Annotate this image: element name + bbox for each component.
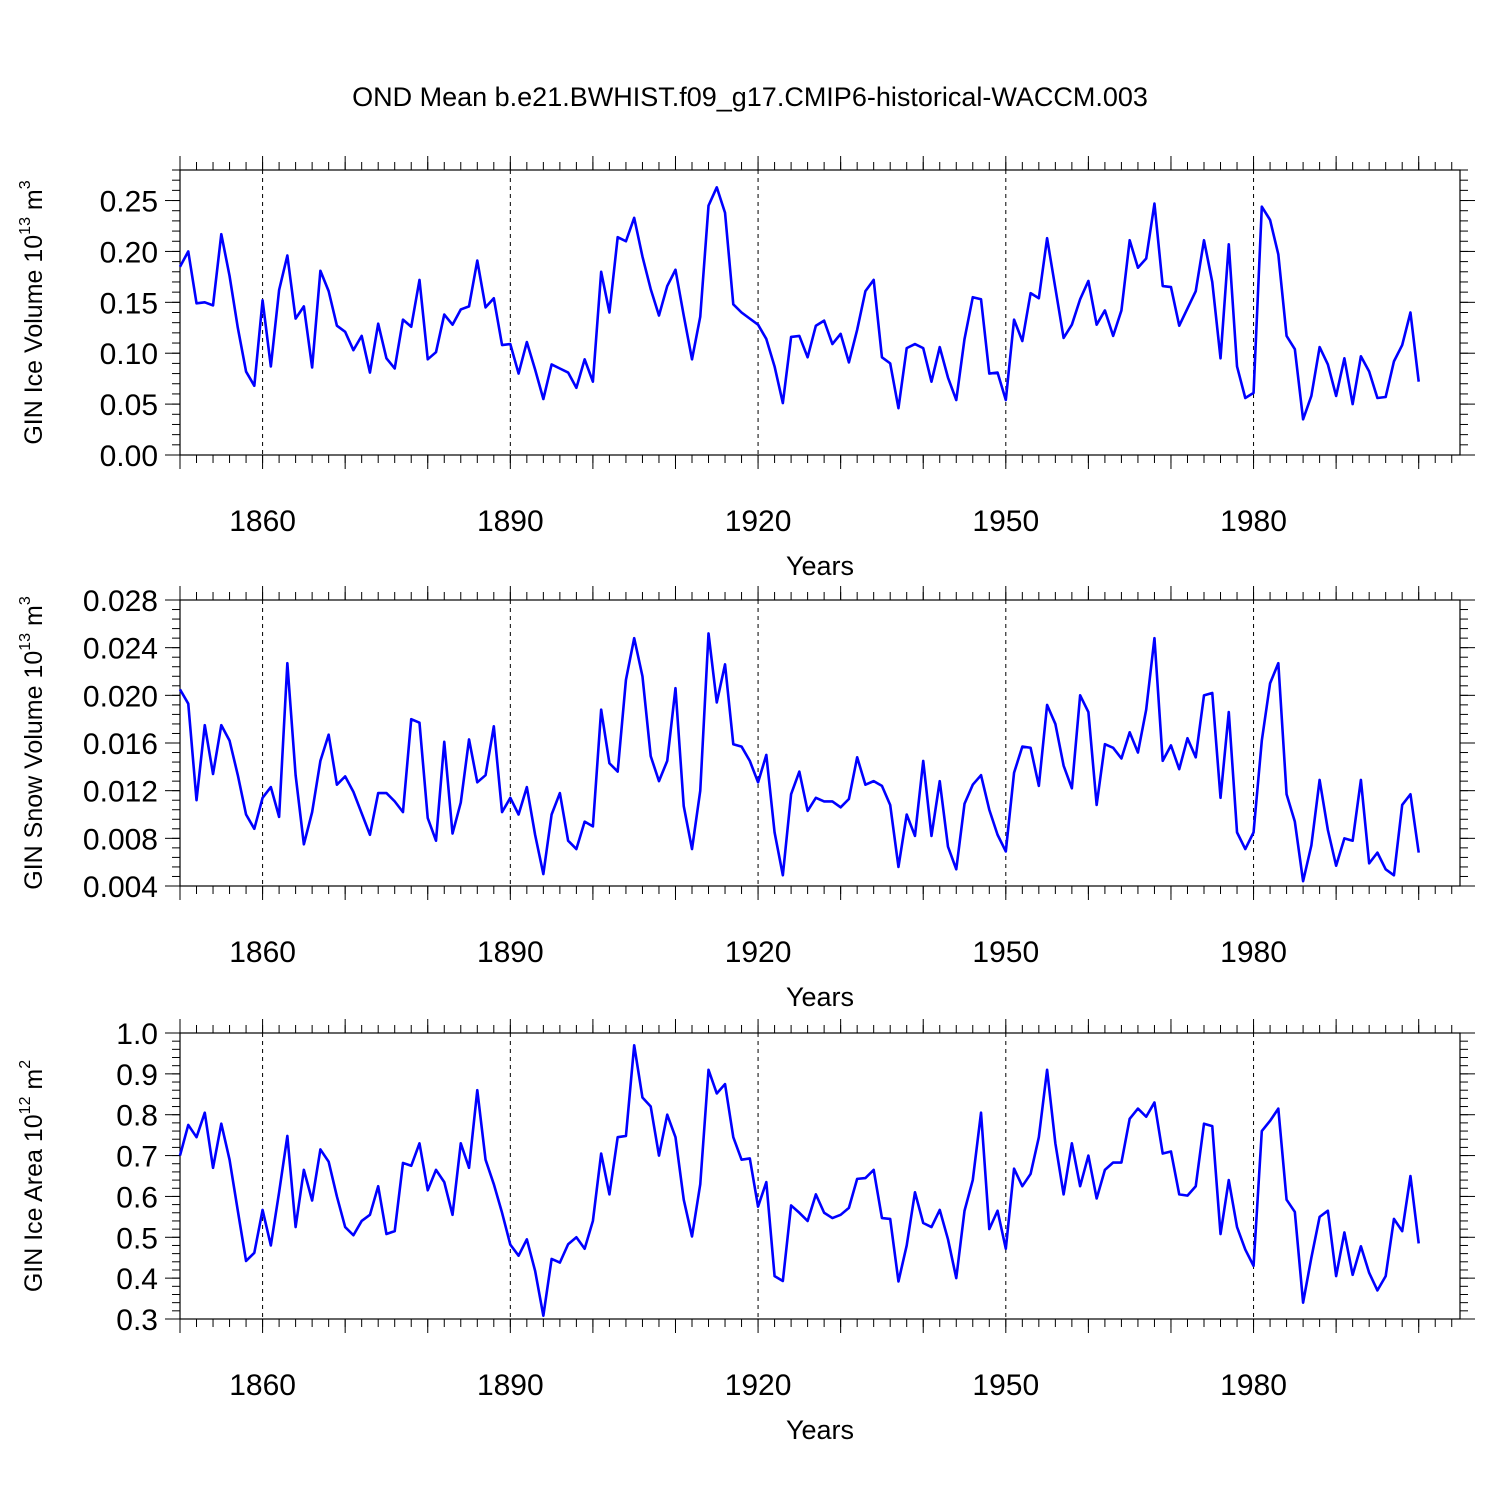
y-axis-label-text: GIN Ice Volume 10 bbox=[20, 235, 48, 445]
y-tick-label: 0.4 bbox=[116, 1263, 158, 1296]
y-axis-label-superscript: 3 bbox=[17, 596, 34, 605]
y-tick-label: 0.3 bbox=[116, 1304, 158, 1337]
x-axis-label: Years bbox=[786, 1415, 854, 1445]
y-axis-label-superscript: 3 bbox=[17, 180, 34, 189]
x-tick-label: 1980 bbox=[1220, 1369, 1287, 1402]
series-line bbox=[178, 186, 1421, 421]
series-line bbox=[178, 632, 1420, 883]
x-tick-label: 1890 bbox=[477, 936, 544, 969]
y-axis-label-text: GIN Ice Area 10 bbox=[20, 1114, 48, 1292]
y-tick-label: 0.020 bbox=[83, 680, 158, 713]
plot-frame bbox=[179, 1032, 1461, 1320]
x-tick-label: 1920 bbox=[725, 1369, 792, 1402]
y-tick-label: 0.5 bbox=[116, 1222, 158, 1255]
x-tick-label: 1980 bbox=[1220, 505, 1287, 538]
x-tick-label: 1950 bbox=[972, 936, 1039, 969]
y-axis-label-superscript: 13 bbox=[17, 633, 34, 651]
figure-title: OND Mean b.e21.BWHIST.f09_g17.CMIP6-hist… bbox=[352, 82, 1148, 112]
x-tick-label: 1920 bbox=[725, 505, 792, 538]
x-tick-label: 1860 bbox=[229, 505, 296, 538]
y-tick-label: 0.8 bbox=[116, 1100, 158, 1133]
y-tick-label: 0.004 bbox=[83, 871, 158, 904]
y-axis-label: GIN Ice Volume 1013 m3 bbox=[17, 180, 48, 444]
y-tick-label: 0.008 bbox=[83, 823, 158, 856]
y-tick-label: 0.016 bbox=[83, 728, 158, 761]
y-axis-label: GIN Snow Volume 1013 m3 bbox=[17, 596, 48, 890]
chart-panel-2: 0.004 0.008 0.012 0.016 0.020 0.024 0.028 1860 1… bbox=[17, 585, 1475, 1012]
y-axis-label-superscript: 12 bbox=[17, 1096, 34, 1114]
x-tick-label: 1950 bbox=[972, 505, 1039, 538]
series-line bbox=[178, 1043, 1421, 1318]
y-tick-label: 0.024 bbox=[83, 633, 158, 666]
x-axis-label: Years bbox=[786, 551, 854, 581]
y-tick-label: 0.10 bbox=[100, 338, 158, 371]
y-axis-label-text: m bbox=[20, 605, 48, 633]
plot-frame bbox=[179, 169, 1461, 456]
y-tick-label: 0.05 bbox=[100, 389, 158, 422]
y-axis-label: GIN Ice Area 1012 m2 bbox=[17, 1060, 48, 1292]
chart-panel-3: 0.3 0.4 0.5 0.6 0.7 0.8 0.9 1.0 1860 1890 1920 1950… bbox=[17, 1018, 1475, 1445]
y-tick-label: 0.7 bbox=[116, 1141, 158, 1174]
x-tick-label: 1890 bbox=[477, 1369, 544, 1402]
y-tick-label: 0.9 bbox=[116, 1059, 158, 1092]
y-tick-label: 0.6 bbox=[116, 1181, 158, 1214]
y-tick-label: 0.00 bbox=[100, 440, 158, 473]
y-axis-label-text: m bbox=[20, 189, 48, 217]
x-axis-label: Years bbox=[786, 982, 854, 1012]
y-tick-label: 0.028 bbox=[83, 585, 158, 618]
y-tick-label: 0.20 bbox=[100, 236, 158, 269]
y-tick-label: 0.25 bbox=[100, 186, 158, 219]
y-tick-label: 0.012 bbox=[83, 776, 158, 809]
x-tick-label: 1980 bbox=[1220, 936, 1287, 969]
y-tick-label: 1.0 bbox=[116, 1018, 158, 1051]
x-tick-label: 1860 bbox=[229, 936, 296, 969]
x-tick-label: 1920 bbox=[725, 936, 792, 969]
y-axis-label-text: m bbox=[20, 1069, 48, 1097]
y-tick-label: 0.15 bbox=[100, 287, 158, 320]
y-axis-label-text: GIN Snow Volume 10 bbox=[20, 651, 48, 890]
chart-panel-1: 0.00 0.05 0.10 0.15 0.20 0.25 1860 1890 1920 1950… bbox=[17, 156, 1475, 581]
y-axis-label-superscript: 2 bbox=[17, 1060, 34, 1069]
x-tick-label: 1950 bbox=[972, 1369, 1039, 1402]
x-tick-label: 1860 bbox=[229, 1369, 296, 1402]
plot-frame bbox=[179, 599, 1461, 887]
y-axis-label-superscript: 13 bbox=[17, 217, 34, 235]
x-tick-label: 1890 bbox=[477, 505, 544, 538]
